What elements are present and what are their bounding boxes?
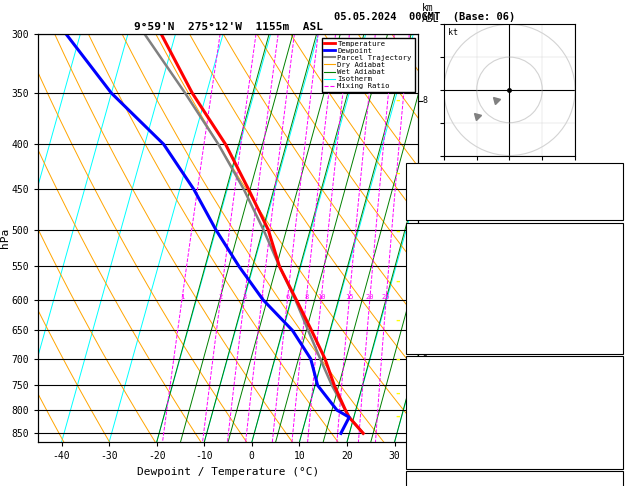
Text: 20: 20 xyxy=(365,294,374,300)
Text: 10: 10 xyxy=(317,294,325,300)
Text: -: - xyxy=(395,412,400,422)
Text: Totals Totals: Totals Totals xyxy=(409,187,474,196)
Text: 8: 8 xyxy=(423,96,428,105)
Text: 4: 4 xyxy=(423,316,428,326)
Text: Dewp (°C): Dewp (°C) xyxy=(409,265,455,274)
Text: 2: 2 xyxy=(614,339,619,348)
Text: CAPE (J): CAPE (J) xyxy=(409,321,450,330)
X-axis label: Dewpoint / Temperature (°C): Dewpoint / Temperature (°C) xyxy=(137,467,319,477)
Text: -1: -1 xyxy=(609,302,619,311)
Y-axis label: hPa: hPa xyxy=(0,228,9,248)
Legend: Temperature, Dewpoint, Parcel Trajectory, Dry Adiabat, Wet Adiabat, Isotherm, Mi: Temperature, Dewpoint, Parcel Trajectory… xyxy=(321,37,415,92)
Text: LCL: LCL xyxy=(423,413,438,422)
Text: Most Unstable: Most Unstable xyxy=(479,362,549,371)
Text: -: - xyxy=(395,169,400,179)
Text: -: - xyxy=(395,277,400,287)
Text: 22.9: 22.9 xyxy=(599,247,619,256)
Text: 449: 449 xyxy=(604,436,619,445)
Text: 4: 4 xyxy=(260,294,264,300)
Text: θe (K): θe (K) xyxy=(409,399,440,408)
Text: K: K xyxy=(409,169,415,177)
Text: km
ASL: km ASL xyxy=(421,3,439,24)
Text: 2: 2 xyxy=(614,454,619,463)
Title: 9°59'N  275°12'W  1155m  ASL: 9°59'N 275°12'W 1155m ASL xyxy=(133,22,323,32)
Text: -: - xyxy=(395,96,400,106)
Text: 2: 2 xyxy=(218,294,223,300)
Text: 37: 37 xyxy=(609,169,619,177)
Text: 18.2: 18.2 xyxy=(599,265,619,274)
Text: Mixing Ratio (g/kg): Mixing Ratio (g/kg) xyxy=(426,191,435,286)
Text: 884: 884 xyxy=(604,381,619,389)
Text: CAPE (J): CAPE (J) xyxy=(409,436,450,445)
Text: PW (cm): PW (cm) xyxy=(409,206,445,214)
Text: CIN (J): CIN (J) xyxy=(409,339,445,348)
Text: 351: 351 xyxy=(604,284,619,293)
Text: 25: 25 xyxy=(382,294,391,300)
Text: 351: 351 xyxy=(604,399,619,408)
Text: -: - xyxy=(395,226,400,236)
Text: 449: 449 xyxy=(604,321,619,330)
Text: Lifted Index: Lifted Index xyxy=(409,302,469,311)
Text: 2.89: 2.89 xyxy=(599,206,619,214)
Text: 5: 5 xyxy=(423,278,428,287)
Text: 3: 3 xyxy=(423,355,428,364)
Text: 8: 8 xyxy=(304,294,308,300)
Text: © weatheronline.co.uk: © weatheronline.co.uk xyxy=(462,472,567,481)
Text: 7: 7 xyxy=(423,169,428,178)
Text: 41: 41 xyxy=(609,187,619,196)
Text: CIN (J): CIN (J) xyxy=(409,454,445,463)
Text: -1: -1 xyxy=(609,417,619,426)
Text: -: - xyxy=(395,389,400,399)
Text: -: - xyxy=(395,354,400,364)
Text: kt: kt xyxy=(448,28,458,37)
Text: Lifted Index: Lifted Index xyxy=(409,417,469,426)
Text: Hodograph: Hodograph xyxy=(490,477,538,486)
Text: 2: 2 xyxy=(423,389,428,399)
Text: 6: 6 xyxy=(286,294,289,300)
Text: θe(K): θe(K) xyxy=(409,284,435,293)
Text: -: - xyxy=(395,316,400,326)
Text: 1: 1 xyxy=(180,294,184,300)
Text: Temp (°C): Temp (°C) xyxy=(409,247,455,256)
Text: 3: 3 xyxy=(242,294,247,300)
Text: 6: 6 xyxy=(423,227,428,236)
Text: 15: 15 xyxy=(345,294,353,300)
Text: Pressure (mb): Pressure (mb) xyxy=(409,381,474,389)
Text: Surface: Surface xyxy=(496,228,533,237)
Text: 05.05.2024  00GMT  (Base: 06): 05.05.2024 00GMT (Base: 06) xyxy=(334,12,515,22)
